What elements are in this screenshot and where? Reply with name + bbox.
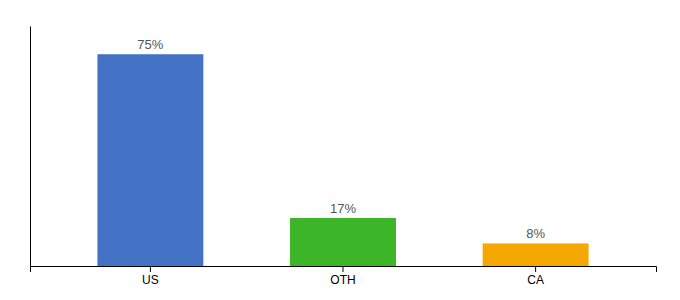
x-axis: US OTH CA [31, 266, 657, 287]
bar [97, 54, 203, 266]
chart-svg: US OTH CA 75% 17% 8% [0, 0, 680, 300]
x-tick-mark [343, 266, 344, 272]
y-axis [30, 27, 31, 267]
x-tick-label: OTH [330, 273, 355, 287]
x-tick: OTH [330, 266, 355, 287]
y-axis-line [30, 27, 31, 267]
x-tick: US [142, 266, 159, 287]
x-tick: CA [527, 266, 544, 287]
bars [97, 54, 588, 266]
chart-container: US OTH CA 75% 17% 8% [0, 0, 680, 300]
bar [290, 218, 396, 266]
data-label: 75% [137, 37, 163, 52]
x-tick-mark [535, 266, 536, 272]
x-tick-mark [150, 266, 151, 272]
data-labels: 75% 17% 8% [137, 37, 545, 241]
plot-area: US OTH CA 75% 17% 8% [31, 27, 657, 287]
data-label: 17% [330, 201, 356, 216]
x-axis-line [31, 267, 657, 273]
data-label: 8% [526, 226, 545, 241]
x-tick-label: CA [527, 273, 544, 287]
x-tick-label: US [142, 273, 159, 287]
bar [483, 243, 589, 266]
